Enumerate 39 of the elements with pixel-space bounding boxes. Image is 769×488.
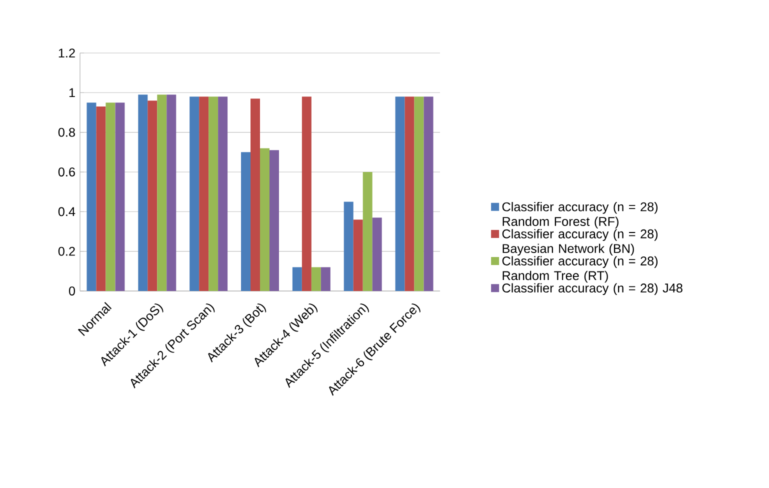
legend-label: Classifier accuracy (n = 28) J48	[502, 283, 682, 296]
bar	[250, 98, 260, 291]
bar	[302, 96, 312, 291]
bar	[86, 102, 96, 291]
bar	[311, 267, 321, 291]
bar	[269, 150, 279, 291]
y-tick-label: 0.2	[58, 246, 75, 256]
bar	[218, 96, 228, 291]
bar	[138, 94, 148, 291]
y-tick-label: 0.6	[58, 168, 75, 176]
bar	[115, 102, 125, 291]
bar	[353, 220, 363, 291]
bar	[166, 94, 176, 291]
bar	[362, 172, 372, 291]
bar	[395, 96, 405, 291]
bar	[260, 148, 270, 291]
legend-label: Classifier accuracy (n = 28) Random Tree (RT)	[502, 256, 658, 283]
bar	[208, 96, 218, 291]
y-tick-label: 1	[69, 88, 75, 98]
bar	[424, 96, 434, 291]
bar	[96, 106, 106, 291]
bar	[199, 96, 209, 291]
bar	[414, 96, 424, 291]
y-tick-label: 1.2	[58, 48, 75, 58]
bar	[344, 202, 354, 291]
bar	[106, 102, 116, 291]
bar	[320, 267, 330, 291]
bar	[372, 218, 382, 291]
bar	[404, 96, 414, 291]
y-tick-label: 0.4	[58, 207, 76, 216]
bar	[241, 152, 251, 291]
y-tick-label: 0	[68, 286, 76, 296]
bar	[190, 96, 200, 291]
y-tick-label: 0.8	[58, 128, 75, 137]
bar	[148, 100, 158, 291]
bar	[157, 94, 167, 291]
legend-label: Classifier accuracy (n = 28) Bayesian Network (BN)	[502, 229, 658, 256]
legend-label: Classifier accuracy (n = 28) Random Forest (RF)	[502, 202, 658, 228]
bar	[292, 267, 302, 291]
